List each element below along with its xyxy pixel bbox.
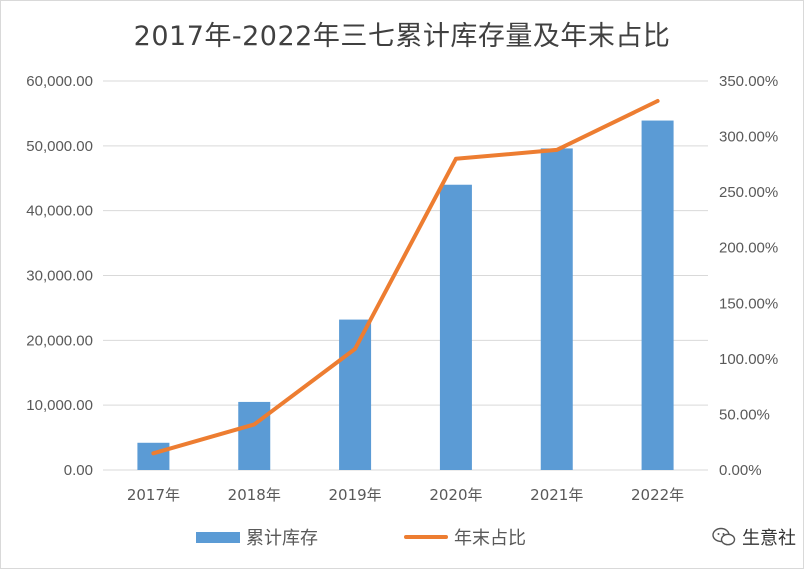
- y-right-tick-label: 0.00%: [719, 462, 762, 479]
- line-point: [353, 347, 357, 351]
- y-left-tick-label: 40,000.00: [26, 203, 93, 220]
- bar: [439, 184, 472, 470]
- bar: [339, 319, 372, 470]
- x-tick-label: 2019年: [328, 486, 381, 504]
- y-right-tick-label: 250.00%: [719, 184, 778, 201]
- line-point: [655, 99, 660, 103]
- y-right-tick-label: 200.00%: [719, 240, 778, 257]
- y-left-tick-label: 0.00: [64, 462, 93, 479]
- line-point: [454, 157, 458, 161]
- y-left-tick-label: 10,000.00: [26, 397, 93, 414]
- y-right-tick-label: 100.00%: [719, 351, 778, 368]
- y-right-tick-label: 350.00%: [719, 73, 778, 90]
- legend-item-bars: 累计库存: [196, 522, 318, 552]
- x-tick-label: 2018年: [228, 486, 281, 504]
- x-tick-label: 2021年: [530, 486, 583, 504]
- chart-title: 2017年-2022年三七累计库存量及年末占比: [133, 21, 671, 52]
- y-left-tick-label: 50,000.00: [26, 138, 93, 155]
- bar: [641, 120, 674, 470]
- bar: [540, 148, 573, 470]
- legend-bar-swatch: [196, 531, 240, 543]
- line-point: [151, 451, 156, 456]
- bar: [238, 401, 271, 470]
- y-right-tick-label: 50.00%: [719, 406, 770, 423]
- line-series: [151, 99, 660, 456]
- y-left-tick-label: 30,000.00: [26, 268, 93, 285]
- legend-line-swatch: [404, 535, 448, 539]
- x-tick-label: 2017年: [127, 486, 180, 504]
- x-tick-label: 2020年: [429, 486, 482, 504]
- y-right-tick-label: 150.00%: [719, 295, 778, 312]
- combo-chart: 0.00 10,000.00 20,000.00 30,000.00 40,000.00…: [26, 73, 778, 504]
- y-left-tick-label: 20,000.00: [26, 332, 93, 349]
- legend-line-label: 年末占比: [454, 528, 526, 549]
- y-left-tick-label: 60,000.00: [26, 73, 93, 90]
- wechat-icon: [712, 527, 736, 546]
- x-tick-label: 2022年: [631, 486, 684, 504]
- watermark: 生意社: [712, 524, 796, 550]
- bar: [137, 442, 170, 470]
- line-point: [554, 148, 559, 152]
- watermark-text: 生意社: [742, 528, 796, 549]
- legend-bar-label: 累计库存: [246, 528, 318, 549]
- line-point: [252, 422, 257, 427]
- legend: 累计库存 年末占比: [0, 522, 804, 552]
- legend-item-line: 年末占比: [404, 522, 526, 552]
- y-right-tick-label: 300.00%: [719, 129, 778, 146]
